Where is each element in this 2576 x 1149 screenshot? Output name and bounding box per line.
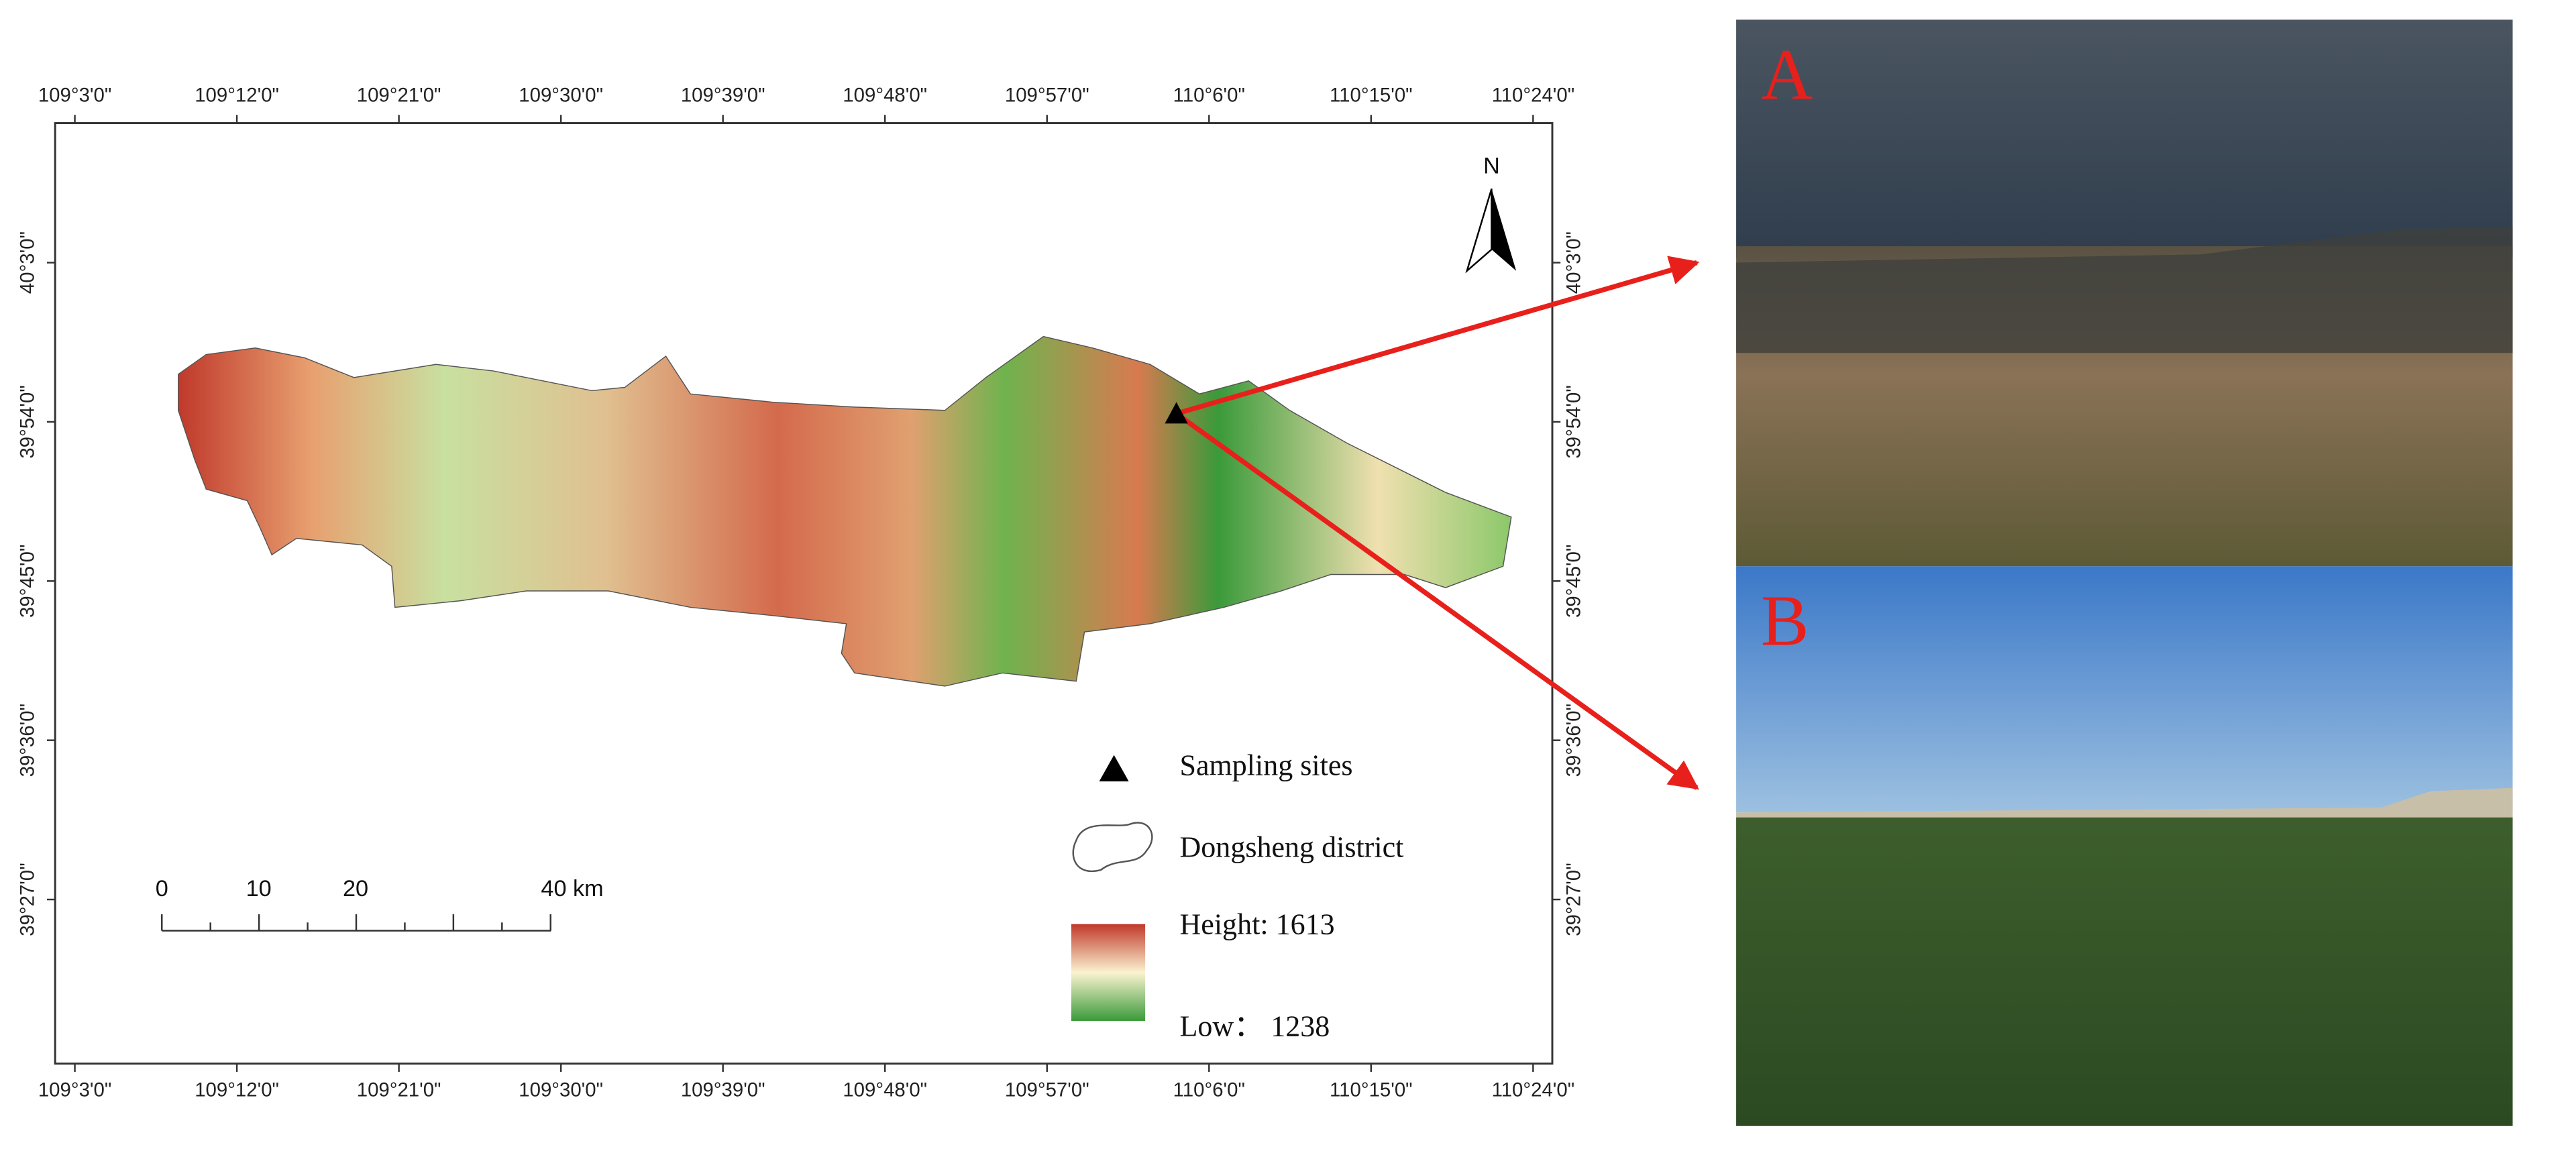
- photo-b-sky: [1736, 566, 2513, 813]
- sampling-site: [1165, 402, 1188, 424]
- latitude-label-right: 39°27'0": [1563, 863, 1585, 936]
- latitude-label-left: 39°36'0": [16, 704, 38, 777]
- longitude-label-top: 109°12'0": [195, 85, 279, 107]
- longitude-label-bottom: 109°12'0": [195, 1079, 279, 1101]
- scale-bar: 0 10 20 40 km: [156, 876, 604, 932]
- legend-ramp: [1071, 924, 1146, 1022]
- scale-label: 10: [246, 876, 272, 901]
- latitude-label-right: 39°54'0": [1563, 385, 1585, 458]
- legend-sites: Sampling sites: [1179, 749, 1352, 781]
- latitude-label-right: 39°45'0": [1563, 545, 1585, 618]
- longitude-label-top: 109°48'0": [843, 85, 927, 107]
- latitude-label-right: 40°3'0": [1563, 231, 1585, 294]
- longitude-label-bottom: 110°15'0": [1330, 1079, 1413, 1101]
- photo-a: A: [1736, 19, 2513, 567]
- latitude-label-left: 39°27'0": [16, 863, 38, 936]
- photo-a-pit: [1736, 226, 2513, 353]
- legend-low: Low： 1238: [1179, 1009, 1330, 1042]
- longitude-label-bottom: 110°24'0": [1492, 1079, 1575, 1101]
- longitude-label-bottom: 109°30'0": [519, 1079, 603, 1101]
- longitude-label-top: 110°24'0": [1492, 85, 1575, 107]
- latitude-label-right: 39°36'0": [1563, 704, 1585, 777]
- longitude-label-bottom: 110°6'0": [1173, 1079, 1245, 1101]
- scale-label: 0: [156, 876, 168, 901]
- longitude-label-bottom: 109°21'0": [357, 1079, 441, 1101]
- latitude-label-left: 39°54'0": [16, 385, 38, 458]
- longitude-label-bottom: 109°3'0": [38, 1079, 111, 1101]
- photo-a-sky: [1736, 19, 2513, 258]
- dem-district: [177, 335, 1512, 687]
- longitude-label-top: 109°30'0": [519, 85, 603, 107]
- latitude-label-left: 40°3'0": [16, 231, 38, 294]
- arrow-b: [1175, 411, 1699, 790]
- legend-high: Height: 1613: [1179, 908, 1334, 941]
- longitude-label-top: 109°21'0": [357, 85, 441, 107]
- longitude-label-top: 110°15'0": [1330, 85, 1413, 107]
- photo-a-label: A: [1761, 35, 1813, 115]
- longitude-label-top: 109°3'0": [38, 85, 111, 107]
- latitude-label-left: 39°45'0": [16, 545, 38, 618]
- legend-district-icon: [1072, 822, 1153, 873]
- legend-district: Dongsheng district: [1179, 831, 1403, 864]
- longitude-label-bottom: 109°48'0": [843, 1079, 927, 1101]
- legend-site-icon: [1099, 755, 1129, 781]
- legend: Sampling sites Dongsheng district Height…: [1071, 749, 1403, 1042]
- longitude-label-top: 110°6'0": [1173, 85, 1245, 107]
- arrow-a: [1175, 256, 1700, 417]
- photo-b: B: [1736, 566, 2513, 1126]
- photo-b-label: B: [1761, 582, 1809, 661]
- photo-b-horizon: [1736, 787, 2513, 821]
- longitude-label-bottom: 109°39'0": [681, 1079, 765, 1101]
- north-label: N: [1483, 154, 1500, 179]
- longitude-label-top: 109°57'0": [1005, 85, 1089, 107]
- scale-label: 20: [343, 876, 368, 901]
- photo-b-shrubs: [1736, 817, 2513, 1126]
- north-arrow: N: [1465, 154, 1517, 274]
- longitude-label-bottom: 109°57'0": [1005, 1079, 1089, 1101]
- longitude-label-top: 109°39'0": [681, 85, 765, 107]
- scale-label: 40 km: [541, 876, 603, 901]
